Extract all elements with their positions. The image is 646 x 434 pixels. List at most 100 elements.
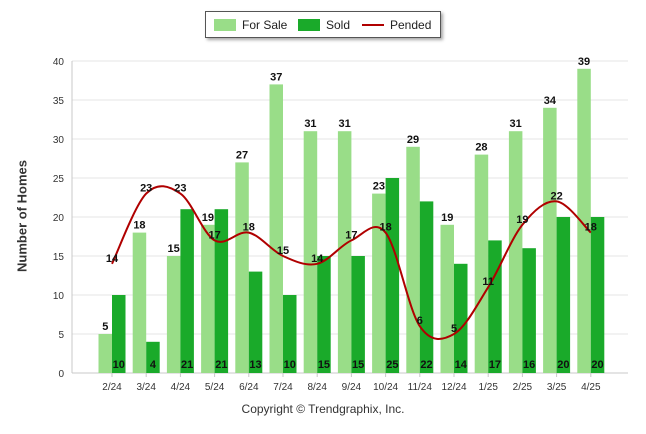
for-sale-data-label: 5: [102, 321, 108, 333]
pended-data-label: 5: [451, 323, 457, 335]
for-sale-data-label: 31: [510, 118, 522, 130]
y-tick-label: 0: [58, 369, 64, 380]
for-sale-bar: [337, 131, 352, 373]
sold-bar: [590, 217, 605, 373]
sold-data-label: 4: [150, 359, 157, 371]
sold-data-label: 10: [284, 359, 296, 371]
pended-data-label: 6: [417, 315, 423, 327]
for-sale-data-label: 18: [133, 220, 145, 232]
sold-data-label: 15: [318, 359, 330, 371]
pended-series-line: [111, 185, 592, 340]
x-tick-label: 5/24: [205, 382, 225, 393]
x-tick-label: 2/25: [513, 382, 533, 393]
sold-bar: [317, 256, 331, 373]
sold-bar: [419, 201, 434, 373]
y-tick-label: 40: [53, 57, 65, 68]
sold-bar: [214, 209, 229, 373]
for-sale-bar: [166, 256, 181, 373]
for-sale-data-label: 27: [236, 149, 248, 161]
for-sale-bar: [577, 68, 591, 374]
pended-data-label: 17: [208, 229, 220, 241]
y-tick-label: 20: [53, 213, 65, 224]
x-tick-label: 3/24: [136, 382, 156, 393]
for-sale-data-label: 29: [407, 134, 419, 146]
x-tick-label: 8/24: [307, 382, 327, 393]
for-sale-bar: [201, 224, 215, 373]
for-sale-bar: [235, 162, 249, 373]
legend-label-for-sale: For Sale: [242, 18, 288, 32]
legend-item-pended[interactable]: Pended: [362, 18, 431, 32]
x-tick-label: 6/24: [239, 382, 259, 393]
pended-data-label: 23: [140, 183, 152, 195]
legend: For Sale Sold Pended: [205, 11, 441, 38]
sold-data-label: 16: [523, 359, 535, 371]
sold-data-label: 25: [386, 359, 398, 371]
for-sale-bar: [269, 84, 283, 374]
legend-label-pended: Pended: [390, 18, 432, 32]
y-tick-label: 15: [53, 252, 65, 263]
sold-bar: [180, 209, 194, 373]
for-sale-bar: [132, 232, 147, 373]
legend-item-for-sale[interactable]: For Sale: [214, 18, 287, 32]
for-sale-data-label: 28: [475, 142, 487, 154]
pended-data-label: 18: [243, 222, 255, 234]
for-sale-data-label: 34: [544, 95, 557, 107]
for-sale-data-label: 39: [578, 56, 590, 68]
sold-data-label: 15: [352, 359, 364, 371]
sold-bar: [488, 240, 502, 373]
sold-data-label: 10: [113, 359, 125, 371]
sold-data-label: 20: [591, 359, 603, 371]
y-tick-label: 30: [53, 135, 65, 146]
pended-data-label: 11: [482, 276, 494, 288]
for-sale-bar: [508, 131, 523, 373]
for-sale-bar: [440, 224, 454, 373]
sold-swatch: [298, 19, 320, 31]
x-tick-label: 12/24: [441, 382, 466, 393]
sold-bar: [522, 248, 536, 373]
for-sale-data-label: 19: [441, 212, 453, 224]
pended-data-label: 18: [379, 222, 391, 234]
sold-bar: [283, 295, 297, 373]
y-tick-label: 35: [53, 96, 65, 107]
legend-item-sold[interactable]: Sold: [298, 18, 350, 32]
x-tick-label: 2/24: [102, 382, 122, 393]
x-tick-label: 10/24: [373, 382, 398, 393]
sold-bar: [351, 256, 365, 373]
y-tick-label: 25: [53, 174, 65, 185]
sold-data-label: 21: [181, 359, 193, 371]
for-sale-data-label: 37: [270, 71, 282, 83]
for-sale-data-label: 31: [304, 118, 316, 130]
pended-swatch: [362, 24, 384, 26]
x-tick-label: 3/25: [547, 382, 567, 393]
pended-data-label: 18: [585, 222, 597, 234]
pended-data-label: 23: [174, 183, 186, 195]
y-tick-label: 5: [58, 330, 64, 341]
sold-data-label: 22: [420, 359, 432, 371]
sold-bar: [385, 178, 400, 373]
pended-data-label: 14: [106, 253, 119, 265]
x-tick-label: 4/25: [581, 382, 601, 393]
for-sale-data-label: 15: [168, 243, 180, 255]
y-tick-label: 10: [53, 291, 65, 302]
sold-bar: [146, 341, 160, 373]
sold-data-label: 21: [215, 359, 227, 371]
pended-data-label: 15: [277, 245, 289, 257]
for-sale-data-label: 19: [202, 212, 214, 224]
for-sale-bar: [98, 334, 112, 373]
x-tick-label: 11/24: [408, 382, 433, 393]
for-sale-swatch: [214, 19, 236, 31]
for-sale-bar: [406, 146, 420, 373]
x-tick-label: 4/24: [171, 382, 191, 393]
sold-bar: [454, 263, 468, 373]
x-tick-label: 9/24: [342, 382, 362, 393]
sold-data-label: 13: [249, 359, 261, 371]
for-sale-data-label: 31: [339, 118, 351, 130]
for-sale-bar: [372, 193, 386, 373]
legend-label-sold: Sold: [326, 18, 351, 32]
x-tick-label: 1/25: [478, 382, 498, 393]
pended-data-label: 19: [516, 214, 528, 226]
pended-data-label: 17: [345, 229, 357, 241]
x-tick-label: 7/24: [273, 382, 293, 393]
sold-bar: [248, 271, 263, 373]
